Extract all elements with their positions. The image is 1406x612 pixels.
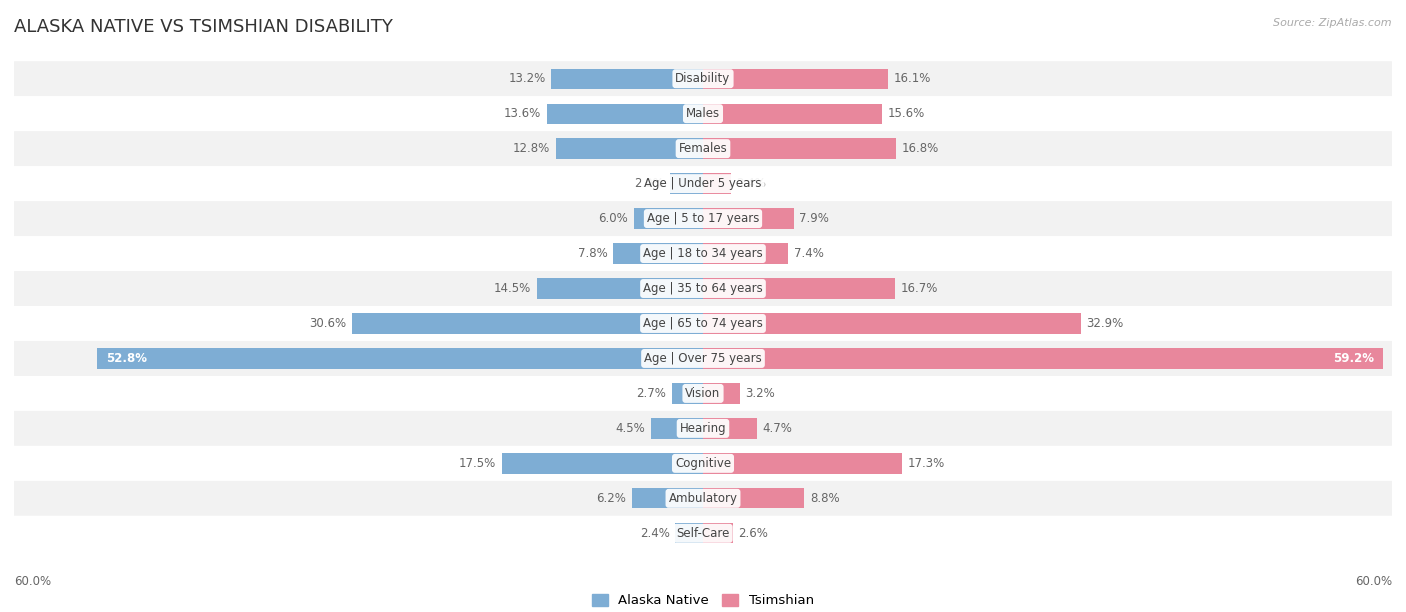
Text: 14.5%: 14.5%: [494, 282, 531, 295]
Text: 2.4%: 2.4%: [737, 177, 766, 190]
Text: 12.8%: 12.8%: [513, 142, 550, 155]
FancyBboxPatch shape: [14, 341, 1392, 376]
Text: 16.8%: 16.8%: [901, 142, 939, 155]
Text: 60.0%: 60.0%: [14, 575, 51, 588]
FancyBboxPatch shape: [14, 306, 1392, 341]
Text: 17.5%: 17.5%: [460, 457, 496, 470]
Text: 7.4%: 7.4%: [794, 247, 824, 260]
FancyBboxPatch shape: [14, 481, 1392, 516]
Bar: [703, 103, 882, 124]
Text: 16.7%: 16.7%: [900, 282, 938, 295]
Bar: [631, 488, 703, 509]
Text: 4.7%: 4.7%: [762, 422, 793, 435]
Text: 2.4%: 2.4%: [640, 527, 669, 540]
Text: 2.9%: 2.9%: [634, 177, 664, 190]
Bar: [97, 348, 703, 368]
FancyBboxPatch shape: [14, 131, 1392, 166]
Legend: Alaska Native, Tsimshian: Alaska Native, Tsimshian: [586, 589, 820, 612]
Text: Age | 5 to 17 years: Age | 5 to 17 years: [647, 212, 759, 225]
Bar: [669, 173, 703, 194]
Text: 13.2%: 13.2%: [509, 72, 546, 85]
Text: 52.8%: 52.8%: [105, 352, 146, 365]
Bar: [537, 278, 703, 299]
Bar: [703, 383, 740, 403]
Text: Hearing: Hearing: [679, 422, 727, 435]
Bar: [352, 313, 703, 334]
Bar: [703, 244, 787, 264]
Text: 15.6%: 15.6%: [887, 107, 925, 120]
Bar: [672, 383, 703, 403]
FancyBboxPatch shape: [14, 411, 1392, 446]
Text: 32.9%: 32.9%: [1087, 317, 1123, 330]
Bar: [651, 418, 703, 439]
Text: 16.1%: 16.1%: [894, 72, 931, 85]
Bar: [555, 138, 703, 159]
Text: Ambulatory: Ambulatory: [668, 492, 738, 505]
Bar: [703, 278, 894, 299]
Bar: [703, 488, 804, 509]
Text: 2.7%: 2.7%: [637, 387, 666, 400]
Bar: [502, 453, 703, 474]
Text: Cognitive: Cognitive: [675, 457, 731, 470]
Bar: [703, 313, 1081, 334]
Text: 60.0%: 60.0%: [1355, 575, 1392, 588]
Text: 6.2%: 6.2%: [596, 492, 626, 505]
FancyBboxPatch shape: [14, 446, 1392, 481]
Text: Age | 18 to 34 years: Age | 18 to 34 years: [643, 247, 763, 260]
Text: 59.2%: 59.2%: [1333, 352, 1374, 365]
FancyBboxPatch shape: [14, 61, 1392, 96]
Text: 3.2%: 3.2%: [745, 387, 775, 400]
Text: Females: Females: [679, 142, 727, 155]
Bar: [634, 209, 703, 229]
Text: Age | 65 to 74 years: Age | 65 to 74 years: [643, 317, 763, 330]
Text: Males: Males: [686, 107, 720, 120]
Bar: [703, 453, 901, 474]
Text: Age | 35 to 64 years: Age | 35 to 64 years: [643, 282, 763, 295]
Bar: [703, 209, 794, 229]
Text: ALASKA NATIVE VS TSIMSHIAN DISABILITY: ALASKA NATIVE VS TSIMSHIAN DISABILITY: [14, 18, 392, 36]
Text: 13.6%: 13.6%: [503, 107, 541, 120]
Text: 2.6%: 2.6%: [738, 527, 769, 540]
FancyBboxPatch shape: [14, 166, 1392, 201]
Text: 8.8%: 8.8%: [810, 492, 839, 505]
Text: 6.0%: 6.0%: [599, 212, 628, 225]
Bar: [613, 244, 703, 264]
Text: 17.3%: 17.3%: [907, 457, 945, 470]
Bar: [703, 69, 887, 89]
Text: Age | Under 5 years: Age | Under 5 years: [644, 177, 762, 190]
FancyBboxPatch shape: [14, 96, 1392, 131]
Bar: [551, 69, 703, 89]
Text: Disability: Disability: [675, 72, 731, 85]
Bar: [703, 173, 731, 194]
Text: Self-Care: Self-Care: [676, 527, 730, 540]
FancyBboxPatch shape: [14, 236, 1392, 271]
FancyBboxPatch shape: [14, 516, 1392, 551]
Text: 4.5%: 4.5%: [616, 422, 645, 435]
Bar: [703, 418, 756, 439]
Bar: [547, 103, 703, 124]
FancyBboxPatch shape: [14, 376, 1392, 411]
Text: 7.9%: 7.9%: [800, 212, 830, 225]
Text: Source: ZipAtlas.com: Source: ZipAtlas.com: [1274, 18, 1392, 28]
Bar: [703, 523, 733, 543]
Text: 30.6%: 30.6%: [309, 317, 346, 330]
Bar: [703, 348, 1382, 368]
Bar: [675, 523, 703, 543]
Bar: [703, 138, 896, 159]
Text: Age | Over 75 years: Age | Over 75 years: [644, 352, 762, 365]
Text: 7.8%: 7.8%: [578, 247, 607, 260]
FancyBboxPatch shape: [14, 271, 1392, 306]
Text: Vision: Vision: [685, 387, 721, 400]
FancyBboxPatch shape: [14, 201, 1392, 236]
